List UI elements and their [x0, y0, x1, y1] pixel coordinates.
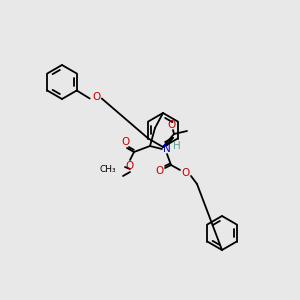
Text: O: O	[122, 137, 130, 147]
Text: CH₃: CH₃	[99, 164, 116, 173]
Text: O: O	[93, 92, 101, 103]
Text: O: O	[182, 168, 190, 178]
Text: O: O	[155, 166, 163, 176]
Text: O: O	[126, 161, 134, 171]
Text: O: O	[168, 120, 176, 130]
Text: N: N	[163, 144, 171, 154]
Text: H: H	[173, 141, 181, 151]
